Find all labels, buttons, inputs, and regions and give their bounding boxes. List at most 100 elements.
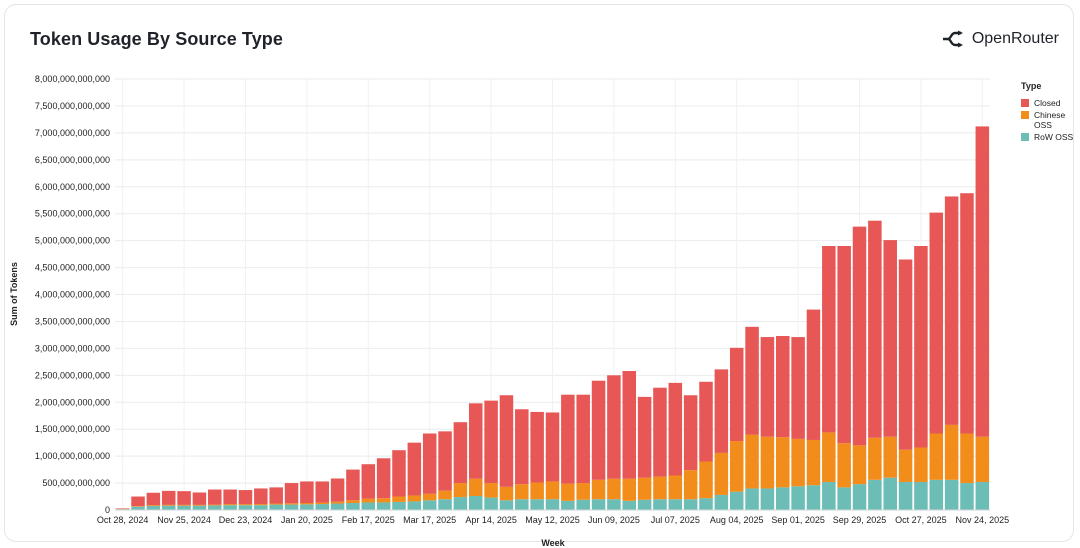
bar-segment-row-oss[interactable] bbox=[300, 504, 314, 510]
bar-segment-row-oss[interactable] bbox=[330, 503, 345, 510]
bar-segment-chinese-oss[interactable] bbox=[499, 486, 514, 501]
bar-segment-row-oss[interactable] bbox=[484, 497, 498, 510]
bar-segment-closed[interactable] bbox=[438, 431, 452, 491]
bar-segment-closed[interactable] bbox=[622, 371, 637, 479]
bar-segment-chinese-oss[interactable] bbox=[776, 437, 790, 488]
bar-segment-chinese-oss[interactable] bbox=[622, 478, 637, 501]
bar-segment-chinese-oss[interactable] bbox=[960, 433, 974, 484]
bar-segment-chinese-oss[interactable] bbox=[484, 483, 498, 498]
bar-segment-closed[interactable] bbox=[637, 396, 652, 478]
bar-stack[interactable] bbox=[284, 483, 299, 510]
bar-segment-chinese-oss[interactable] bbox=[637, 477, 652, 500]
bar-segment-closed[interactable] bbox=[929, 212, 944, 434]
bar-segment-chinese-oss[interactable] bbox=[269, 503, 283, 505]
bar-segment-chinese-oss[interactable] bbox=[422, 493, 437, 501]
bar-stack[interactable] bbox=[300, 481, 314, 510]
bar-stack[interactable] bbox=[653, 387, 667, 510]
bar-segment-closed[interactable] bbox=[729, 347, 744, 442]
bar-segment-closed[interactable] bbox=[960, 193, 974, 434]
bar-segment-chinese-oss[interactable] bbox=[837, 443, 851, 488]
bar-segment-closed[interactable] bbox=[607, 375, 621, 479]
bar-segment-closed[interactable] bbox=[591, 380, 606, 480]
bar-segment-row-oss[interactable] bbox=[576, 499, 590, 510]
bar-stack[interactable] bbox=[944, 196, 959, 510]
bar-segment-chinese-oss[interactable] bbox=[208, 504, 222, 506]
bar-segment-row-oss[interactable] bbox=[868, 479, 882, 510]
bar-segment-closed[interactable] bbox=[883, 240, 897, 437]
bar-stack[interactable] bbox=[714, 369, 729, 510]
bar-stack[interactable] bbox=[146, 492, 161, 510]
bar-stack[interactable] bbox=[668, 382, 683, 510]
bar-segment-closed[interactable] bbox=[561, 394, 575, 484]
bar-segment-row-oss[interactable] bbox=[622, 500, 637, 510]
bar-stack[interactable] bbox=[898, 259, 913, 510]
bar-segment-chinese-oss[interactable] bbox=[238, 504, 253, 506]
bar-segment-row-oss[interactable] bbox=[760, 488, 775, 510]
bar-segment-chinese-oss[interactable] bbox=[745, 434, 759, 489]
bar-stack[interactable] bbox=[484, 400, 498, 510]
bar-segment-row-oss[interactable] bbox=[468, 495, 483, 510]
legend-item[interactable]: RoW OSS bbox=[1021, 132, 1074, 142]
bar-segment-row-oss[interactable] bbox=[361, 502, 376, 510]
bar-segment-chinese-oss[interactable] bbox=[561, 483, 575, 501]
bar-segment-chinese-oss[interactable] bbox=[453, 483, 468, 498]
bar-segment-closed[interactable] bbox=[868, 220, 882, 438]
bar-segment-closed[interactable] bbox=[745, 326, 759, 435]
bar-stack[interactable] bbox=[622, 371, 637, 510]
bar-stack[interactable] bbox=[776, 335, 790, 510]
bar-stack[interactable] bbox=[499, 395, 514, 510]
bar-segment-closed[interactable] bbox=[499, 395, 514, 487]
bar-segment-closed[interactable] bbox=[468, 403, 483, 479]
bar-segment-chinese-oss[interactable] bbox=[929, 433, 944, 480]
bar-segment-chinese-oss[interactable] bbox=[300, 502, 314, 505]
bar-segment-chinese-oss[interactable] bbox=[315, 502, 329, 505]
bar-stack[interactable] bbox=[837, 246, 851, 510]
bar-segment-chinese-oss[interactable] bbox=[975, 436, 990, 482]
bar-stack[interactable] bbox=[852, 226, 867, 510]
bar-stack[interactable] bbox=[699, 381, 713, 510]
bar-stack[interactable] bbox=[131, 496, 145, 510]
bar-segment-row-oss[interactable] bbox=[561, 500, 575, 510]
bar-segment-closed[interactable] bbox=[208, 489, 222, 505]
bar-segment-closed[interactable] bbox=[806, 309, 821, 440]
bar-segment-chinese-oss[interactable] bbox=[868, 437, 882, 480]
bar-segment-closed[interactable] bbox=[914, 246, 928, 448]
bar-stack[interactable] bbox=[223, 489, 237, 510]
bar-segment-row-oss[interactable] bbox=[591, 499, 606, 510]
bar-stack[interactable] bbox=[914, 246, 928, 510]
bar-segment-chinese-oss[interactable] bbox=[883, 436, 897, 478]
bar-stack[interactable] bbox=[438, 431, 452, 510]
bar-segment-row-oss[interactable] bbox=[422, 500, 437, 510]
bar-segment-chinese-oss[interactable] bbox=[284, 503, 299, 505]
bar-segment-chinese-oss[interactable] bbox=[161, 504, 176, 506]
bar-segment-closed[interactable] bbox=[668, 382, 683, 476]
bar-segment-chinese-oss[interactable] bbox=[791, 438, 805, 487]
bar-stack[interactable] bbox=[545, 412, 560, 510]
bar-segment-row-oss[interactable] bbox=[668, 499, 683, 510]
bar-stack[interactable] bbox=[637, 396, 652, 510]
bar-segment-row-oss[interactable] bbox=[346, 502, 360, 510]
bar-segment-row-oss[interactable] bbox=[376, 502, 391, 510]
bar-segment-closed[interactable] bbox=[545, 412, 560, 482]
bar-segment-closed[interactable] bbox=[192, 492, 207, 505]
bar-segment-row-oss[interactable] bbox=[883, 477, 897, 510]
bar-stack[interactable] bbox=[392, 450, 406, 510]
bar-segment-chinese-oss[interactable] bbox=[944, 424, 959, 480]
bar-stack[interactable] bbox=[346, 469, 360, 510]
bar-segment-closed[interactable] bbox=[115, 508, 130, 509]
bar-segment-closed[interactable] bbox=[776, 335, 790, 438]
bar-stack[interactable] bbox=[806, 309, 821, 510]
bar-segment-closed[interactable] bbox=[822, 246, 836, 433]
bar-stack[interactable] bbox=[760, 337, 775, 510]
bar-segment-row-oss[interactable] bbox=[438, 499, 452, 510]
bar-segment-row-oss[interactable] bbox=[499, 500, 514, 510]
bar-stack[interactable] bbox=[254, 488, 268, 510]
brand[interactable]: OpenRouter bbox=[942, 30, 1059, 48]
bar-stack[interactable] bbox=[177, 491, 191, 510]
bar-segment-closed[interactable] bbox=[407, 442, 422, 496]
bar-segment-chinese-oss[interactable] bbox=[683, 470, 698, 500]
bar-segment-chinese-oss[interactable] bbox=[330, 501, 345, 504]
bar-segment-closed[interactable] bbox=[315, 481, 329, 503]
bar-segment-closed[interactable] bbox=[161, 490, 176, 505]
bar-segment-chinese-oss[interactable] bbox=[530, 482, 544, 500]
